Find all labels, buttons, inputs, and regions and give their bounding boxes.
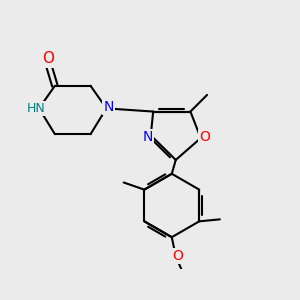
Text: N: N — [142, 130, 153, 144]
Text: N: N — [103, 100, 114, 114]
Text: O: O — [173, 249, 184, 263]
Text: O: O — [199, 130, 210, 144]
Text: O: O — [42, 51, 54, 66]
Text: HN: HN — [26, 102, 45, 115]
